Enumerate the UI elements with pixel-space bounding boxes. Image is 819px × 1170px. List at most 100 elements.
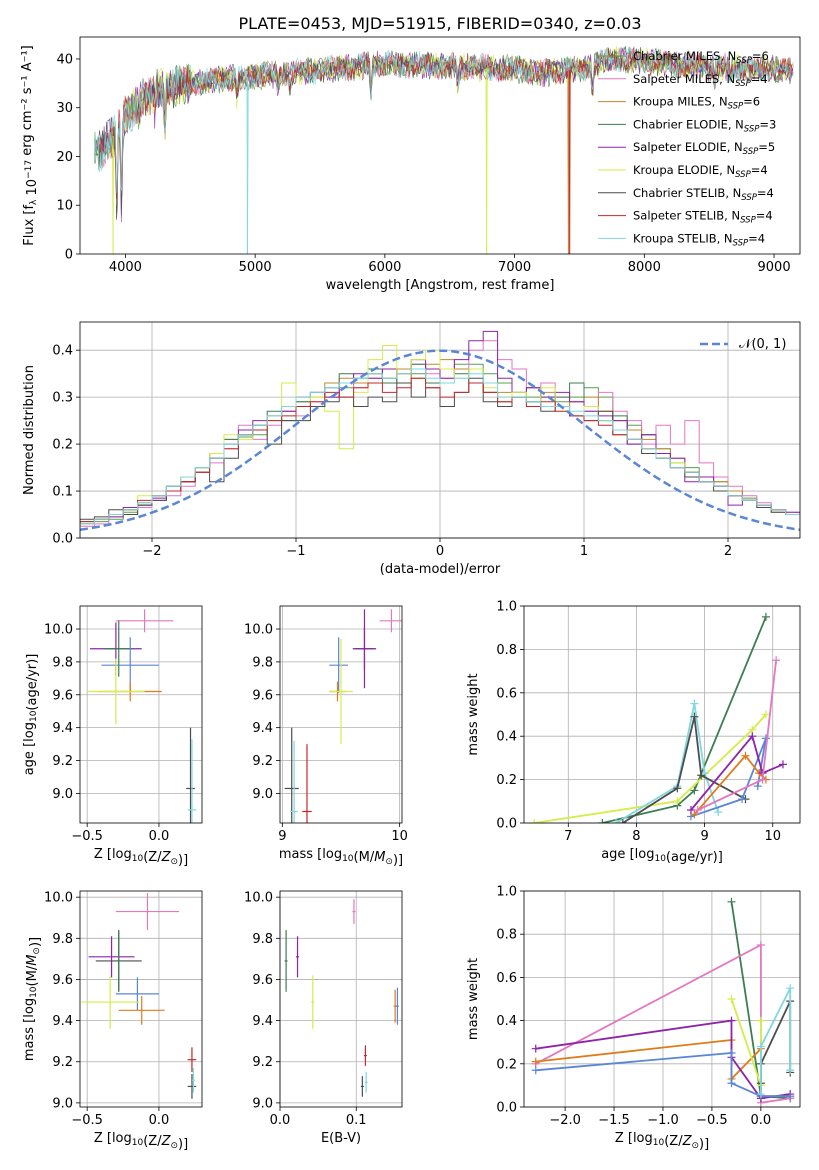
error-point [364, 1072, 368, 1093]
plus-marker [690, 712, 699, 721]
spectrum-series-line [109, 45, 794, 254]
plus-marker [772, 656, 781, 665]
y-tick-label: 9.0 [52, 787, 73, 802]
y-tick-label: 9.2 [252, 1055, 273, 1070]
log-subscript: 10 [132, 854, 144, 864]
y-tick-label: 0.8 [496, 643, 517, 658]
y-tick-label: 10.0 [244, 623, 273, 638]
y-tick-label: 9.4 [252, 721, 273, 736]
legend-name: Chabrier MILES, N [633, 49, 736, 63]
label-part: age [ [22, 742, 37, 775]
plus-marker [758, 775, 767, 784]
y-tick-label: 1.0 [496, 600, 517, 615]
italic-text: Z [161, 850, 172, 865]
x-tick-label: −0.5 [71, 829, 103, 844]
error-point [329, 638, 353, 745]
y-tick-label: 9.8 [52, 932, 73, 947]
y-tick-label: 9.6 [52, 973, 73, 988]
residuals-frame [79, 321, 801, 539]
error-point [115, 893, 180, 931]
legend-label: Salpeter ELODIE, NSSP=5 [633, 140, 775, 157]
x-tick-label: 0.0 [149, 1113, 170, 1128]
spectrum-series-line [94, 45, 794, 254]
plus-marker [598, 819, 607, 823]
x-tick-label: 7 [564, 829, 572, 844]
spectrum-xlabel: wavelength [Angstrom, rest frame] [326, 278, 555, 293]
z-age-xlabel: Z [log10(Z/Z⊙)] [94, 847, 188, 868]
weight-series-line [760, 1000, 792, 1084]
legend-label: Salpeter MILES, NSSP=4 [633, 72, 768, 89]
plus-marker [761, 612, 770, 621]
legend-subscript: SSP [744, 124, 760, 134]
log-subscript: 10 [29, 710, 39, 722]
log-text: log [22, 722, 37, 742]
x-tick-label: −2 [142, 544, 161, 559]
legend-name: Salpeter ELODIE, N [633, 140, 743, 154]
label-part: age [ [601, 847, 634, 862]
plus-marker [531, 1066, 540, 1075]
error-point [311, 975, 315, 1029]
y-tick-label: 9.8 [252, 932, 273, 947]
legend-subscript: SSP [728, 102, 744, 112]
x-tick-label: 9 [278, 829, 286, 844]
sun-subscript: ⊙ [385, 857, 393, 867]
ebv-mass-axes: 0.0 0.1 9.0 9.2 9.4 9.6 9.8 10.0 [244, 891, 402, 1128]
legend-label: Chabrier MILES, NSSP=6 [633, 49, 769, 66]
plus-marker [690, 699, 699, 708]
legend-subscript: SSP [743, 147, 759, 157]
label-part: (age/yr)] [25, 654, 40, 711]
plus-marker [756, 1016, 765, 1025]
z-age-points [87, 609, 197, 823]
z-mass-xlabel: Z [log10(Z/Z⊙)] [94, 1131, 188, 1152]
y-tick-label: 0 [65, 248, 73, 263]
log-text: log [112, 847, 132, 862]
z-age-frame [79, 605, 203, 824]
z-weight-axes: −2.0 −1.5 −1.0 −0.5 0.0 0.0 0.2 0.4 0.6 0.8 1.0 [496, 885, 800, 1128]
y-tick-label: 0.2 [52, 438, 73, 453]
weight-series-line [760, 987, 792, 1094]
label-part: (age/yr)] [666, 850, 723, 865]
legend-label: Chabrier ELODIE, NSSP=3 [633, 117, 776, 134]
log-text: log [22, 998, 37, 1018]
legend-suffix: =6 [752, 49, 769, 63]
x-tick-label: 1 [580, 544, 588, 559]
plus-marker [531, 1057, 540, 1066]
x-tick-label: −0.5 [696, 1113, 728, 1128]
y-tick-label: 1.0 [496, 885, 517, 900]
y-tick-label: 9.0 [252, 787, 273, 802]
spectrum-lines [94, 45, 794, 254]
plus-marker [618, 819, 627, 823]
y-tick-label: 9.6 [52, 688, 73, 703]
mass-age-axes: 9 10 9.0 9.2 9.4 9.6 9.8 10.0 [244, 606, 408, 844]
error-point [379, 609, 402, 633]
error-point [87, 658, 145, 725]
legend-suffix: =4 [748, 231, 765, 245]
y-tick-label: 9.6 [252, 688, 273, 703]
y-tick-label: 10.0 [244, 891, 273, 906]
spectrum-frame [79, 36, 801, 255]
y-tick-label: 9.6 [252, 973, 273, 988]
error-point [290, 740, 298, 823]
label-part: (Z/ [143, 850, 162, 865]
weight-series-line [730, 998, 762, 1086]
plus-marker [693, 805, 702, 814]
y-tick-label: 0.4 [52, 344, 73, 359]
plus-marker [786, 984, 795, 993]
y-tick-label: 9.2 [52, 1055, 73, 1070]
legend-label: Chabrier STELIB, NSSP=4 [633, 186, 774, 203]
legend-name: Kroupa STELIB, N [633, 231, 733, 245]
plus-marker [673, 784, 682, 793]
spectrum-series-line [99, 48, 794, 254]
x-tick-label: 9000 [758, 260, 791, 275]
age-weight-lines [530, 612, 787, 823]
legend-label: Kroupa STELIB, NSSP=4 [633, 231, 765, 248]
log-text: log [112, 1131, 132, 1146]
plus-marker [786, 1066, 795, 1075]
y-tick-label: 9.0 [252, 1096, 273, 1111]
label-part: (data-model)/error [380, 562, 501, 577]
x-tick-label: 8000 [628, 260, 661, 275]
spectrum-axes: 4000 5000 6000 7000 8000 9000 0 10 20 30 40 [56, 52, 790, 275]
legend-label: Kroupa ELODIE, NSSP=4 [633, 163, 768, 180]
